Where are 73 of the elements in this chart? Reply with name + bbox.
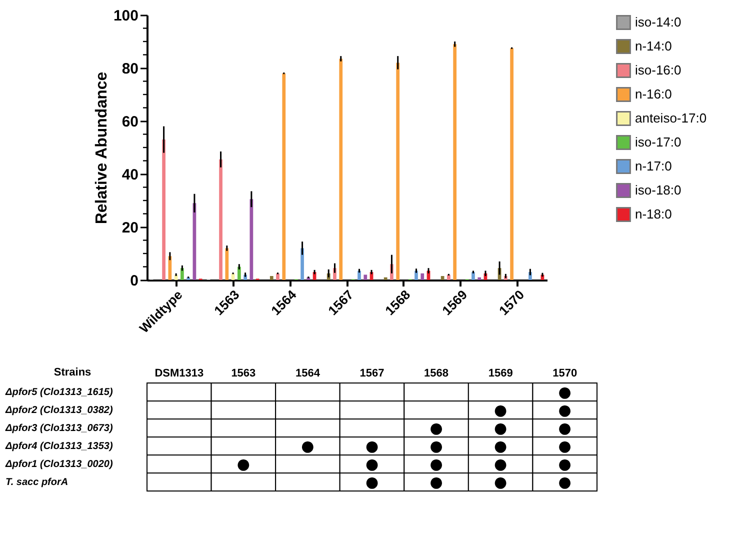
bar [162,140,166,280]
text: ● [430,455,443,473]
y-tick-label: 40 [122,166,138,184]
legend-label: anteiso-17:0 [635,110,707,126]
text: ● [365,437,379,455]
legend-label: n-18:0 [635,206,672,222]
bar [510,48,514,280]
bar [250,199,254,280]
bar [180,268,184,280]
text: ● [236,455,250,473]
bar [384,277,388,280]
bar [440,276,444,280]
x-tick-label: 1563 [231,368,256,380]
y-tick-label: Δpfor2 (Clo1313_0382) [4,405,114,416]
x-tick-label: 1567 [360,368,384,380]
bar [447,274,450,280]
legend-label: iso-14:0 [635,14,682,30]
bar [225,248,229,280]
text: ● [430,473,443,491]
y-tick-label: 100 [113,8,138,24]
y-axis-title: Relative Abundance [93,72,110,224]
bar [300,248,304,280]
text: ● [365,455,379,473]
y-tick-label: Δpfor4 (Clo1313_1353) [4,441,114,452]
y-tick-label: 80 [122,60,138,78]
bar [219,159,222,280]
bar [478,277,482,280]
text: ● [558,419,572,437]
text: ● [494,473,508,491]
bar [168,256,172,280]
y-tick-label: 0 [130,272,138,290]
y-axis-title: Strains [54,366,92,378]
legend-label: n-14:0 [635,38,672,54]
text: ● [558,437,572,455]
x-tick-label: 1564 [295,368,321,380]
legend-label: iso-18:0 [635,182,682,198]
bar [472,272,475,280]
text: ● [558,455,572,473]
legend-label: n-16:0 [635,86,672,102]
x-tick-label: 1569 [488,368,513,380]
y-tick-label: Δpfor1 (Clo1313_0020) [4,459,114,470]
bar [364,274,368,280]
legend-label: iso-17:0 [635,134,682,150]
bar [358,270,361,280]
text: ● [365,473,379,491]
text: ● [494,455,508,473]
bar [396,62,400,280]
text: ● [558,383,572,401]
x-tick-label: 1570 [552,368,578,380]
bar [420,273,424,280]
bar [453,44,457,280]
y-tick-label: Δpfor5 (Clo1313_1615) [4,387,114,398]
y-tick-label: 20 [122,220,138,236]
bar [276,273,280,280]
text: ● [558,401,572,419]
text: ● [494,419,508,437]
x-tick-label: 1568 [424,368,449,380]
y-tick-label: Δpfor3 (Clo1313_0673) [4,423,114,434]
legend-label: n-17:0 [635,158,672,174]
text: ● [301,437,314,455]
bar [237,266,241,280]
x-tick-label: DSM1313 [154,368,204,380]
text: ● [558,473,572,491]
text: ● [430,419,443,437]
text: ● [494,437,508,455]
bar [270,276,274,280]
text: ● [430,437,443,455]
legend-label: iso-16:0 [635,62,682,78]
y-tick-label: T. sacc pforA [6,477,68,488]
bar [282,73,286,280]
bar [339,58,343,280]
y-tick-label: 60 [122,114,138,130]
text: ● [494,401,508,419]
